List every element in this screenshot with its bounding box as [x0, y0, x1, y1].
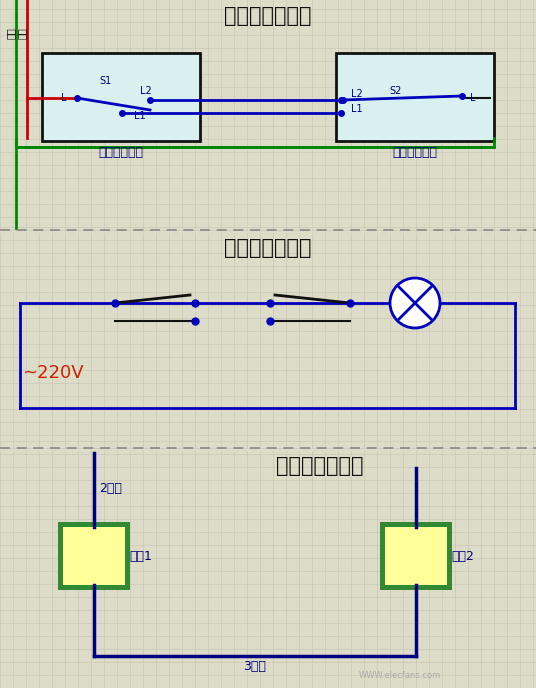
Text: L2: L2 [351, 89, 363, 99]
Text: L1: L1 [351, 104, 363, 114]
Text: ~220V: ~220V [22, 364, 84, 382]
Bar [385, 527, 447, 585]
Text: 开关1: 开关1 [129, 550, 152, 563]
Text: S1: S1 [99, 76, 111, 86]
Text: 双控开关接线图: 双控开关接线图 [224, 6, 312, 26]
Text: 开关2: 开关2 [451, 550, 474, 563]
Text: 3根线: 3根线 [243, 660, 266, 672]
Text: 相线: 相线 [6, 27, 16, 39]
Text: L2: L2 [140, 86, 152, 96]
Text: 零线: 零线 [17, 27, 27, 39]
Text: S2: S2 [390, 86, 402, 96]
Bar [380, 522, 452, 590]
Bar [63, 527, 125, 585]
Bar [42, 53, 200, 141]
Text: L: L [62, 93, 67, 103]
Text: 双控开关原理图: 双控开关原理图 [224, 238, 312, 258]
Circle shape [390, 278, 440, 328]
Text: L1: L1 [134, 111, 146, 121]
Bar [336, 53, 494, 141]
Bar [58, 522, 130, 590]
Text: 双控开关布线图: 双控开关布线图 [276, 456, 364, 476]
Text: 2根线: 2根线 [99, 482, 122, 495]
Text: 单开双控开关: 单开双控开关 [99, 146, 144, 159]
Text: WWW.elecfans.com: WWW.elecfans.com [359, 671, 441, 680]
Text: 单开双控开关: 单开双控开关 [392, 146, 437, 159]
Text: L: L [470, 93, 475, 103]
